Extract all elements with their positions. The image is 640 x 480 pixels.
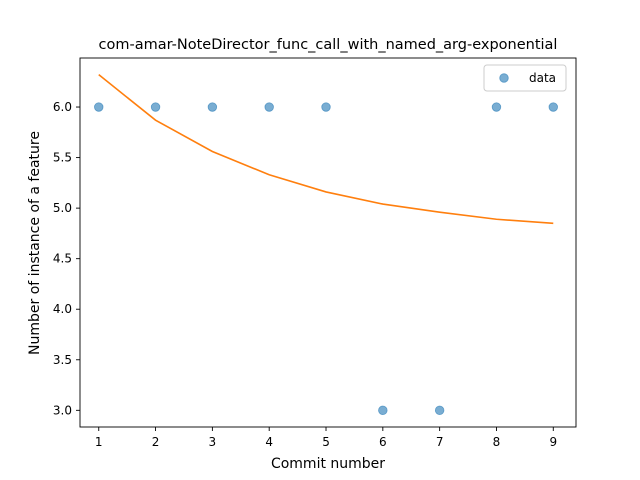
y-tick-label: 5.0	[53, 201, 72, 215]
y-tick-label: 5.5	[53, 151, 72, 165]
legend-marker	[499, 73, 509, 83]
x-axis-label: Commit number	[271, 456, 385, 472]
data-point	[264, 102, 274, 112]
y-tick-label: 4.0	[53, 302, 72, 316]
x-tick-label: 6	[379, 435, 387, 449]
legend-label: data	[529, 71, 556, 85]
data-point	[94, 102, 104, 112]
x-tick-label: 8	[493, 435, 501, 449]
fit-line	[98, 74, 554, 225]
x-tick-label: 1	[95, 435, 103, 449]
y-axis-label: Number of instance of a feature	[27, 131, 43, 355]
legend-box	[483, 64, 567, 92]
data-point	[548, 102, 558, 112]
x-tick-label: 2	[152, 435, 160, 449]
chart-title: com-amar-NoteDirector_func_call_with_nam…	[99, 37, 558, 53]
plot-area: 1 2 3 4 5 6 7 8 9 3.0 3.5 4.0 4.5 5.0 5.5 6.0 data	[53, 57, 577, 449]
data-point	[321, 102, 331, 112]
data-point	[434, 405, 445, 416]
x-tick-label: 4	[265, 435, 273, 449]
y-tick-label: 6.0	[53, 100, 72, 114]
y-tick-label: 4.5	[53, 252, 72, 266]
y-tick-label: 3.5	[53, 353, 72, 367]
axes-frame	[79, 57, 577, 428]
x-tick-label: 5	[322, 435, 330, 449]
y-tick-label: 3.0	[53, 403, 72, 417]
x-tick-label: 7	[436, 435, 444, 449]
data-point	[378, 405, 388, 416]
data-point	[491, 102, 502, 112]
x-tick-label: 3	[209, 435, 217, 449]
data-point	[207, 102, 218, 112]
x-tick-label: 9	[549, 435, 557, 449]
data-point	[150, 102, 161, 112]
